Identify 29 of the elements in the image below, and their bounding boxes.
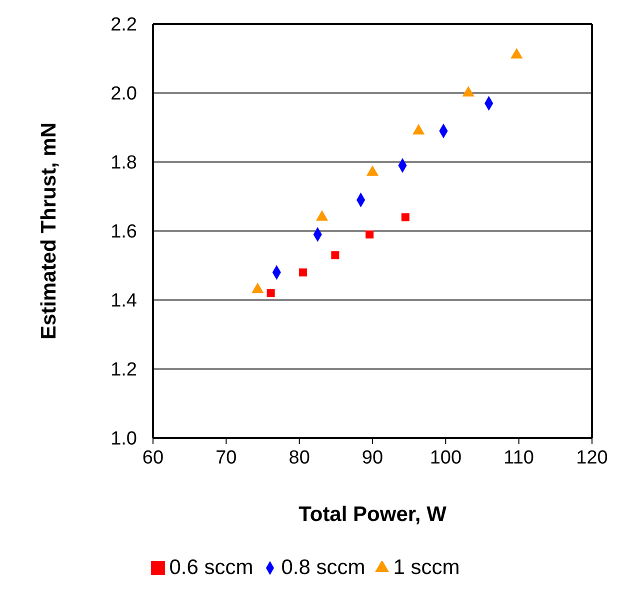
y-tick-label: 1.2 — [110, 360, 137, 381]
x-tick-label: 70 — [216, 447, 237, 468]
y-tick-label: 2.2 — [110, 14, 137, 36]
point — [412, 124, 425, 134]
y-axis-title: Estimated Thrust, mN — [37, 122, 60, 340]
y-tick-label: 1.4 — [110, 290, 138, 312]
legend-label: 0.8 sccm — [281, 556, 366, 579]
y-tick-label: 1.0 — [110, 428, 137, 450]
point — [266, 289, 275, 298]
y-tick-label: 2.0 — [110, 84, 137, 105]
x-tick-label: 90 — [362, 447, 384, 468]
y-tick-label: 1.8 — [110, 152, 137, 174]
legend-label: 0.6 sccm — [169, 556, 254, 579]
point — [366, 165, 379, 176]
point — [366, 230, 374, 238]
x-tick-label: 80 — [288, 447, 310, 468]
point — [462, 86, 474, 97]
point — [316, 210, 328, 221]
point — [510, 48, 523, 59]
point — [331, 251, 340, 260]
point — [298, 268, 307, 276]
y-tick-label: 1.6 — [110, 222, 137, 243]
x-tick-label: 110 — [504, 447, 534, 468]
point — [401, 213, 410, 222]
x-tick-label: 120 — [576, 447, 608, 468]
x-axis-title: Total Power, W — [298, 502, 447, 526]
legend-label: 1 sccm — [393, 556, 460, 579]
x-tick-label: 100 — [430, 447, 462, 468]
x-tick-label: 60 — [142, 447, 164, 468]
